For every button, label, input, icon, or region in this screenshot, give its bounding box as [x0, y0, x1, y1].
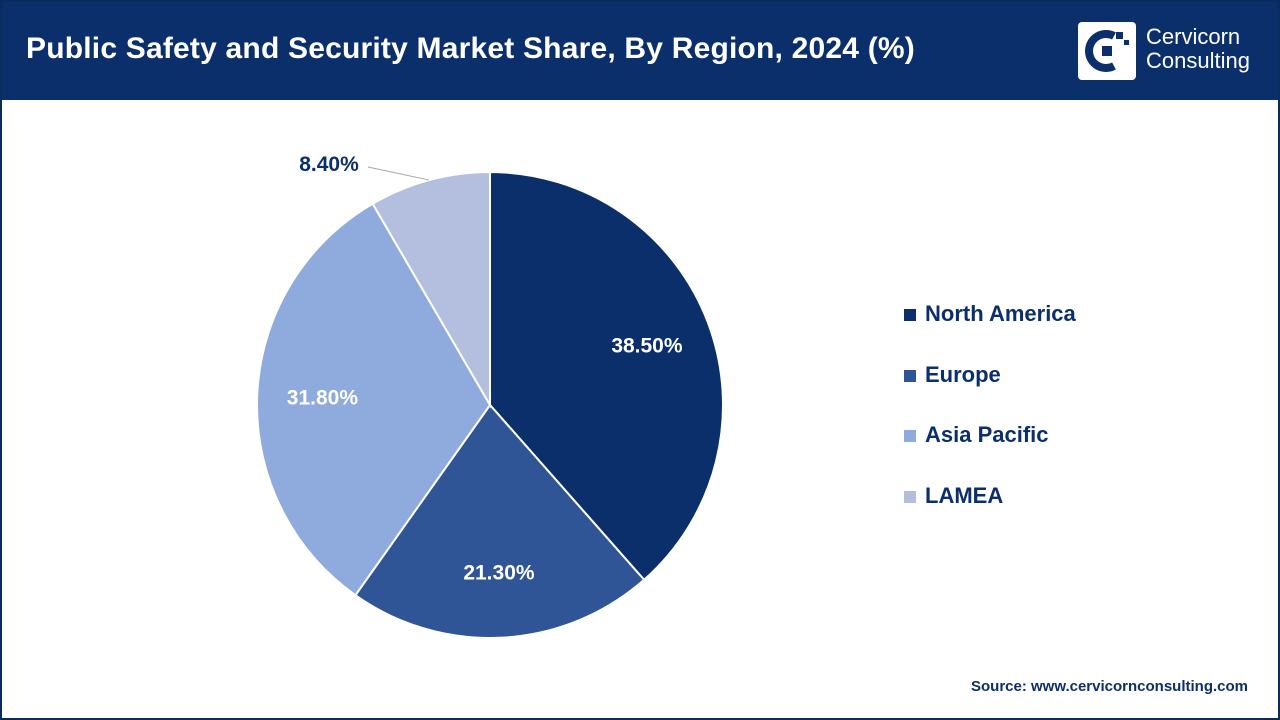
pie-slice-europe — [354, 403, 646, 639]
legend-label: North America — [925, 301, 1076, 326]
legend-swatch — [904, 430, 916, 442]
legend-label: LAMEA — [925, 482, 1004, 508]
brand-logo: Cervicorn Consulting — [1078, 20, 1258, 82]
data-label-north-america: 38.50% — [611, 335, 683, 358]
legend-label: Asia Pacific — [925, 422, 1049, 447]
header-bar: Public Safety and Security Market Share,… — [2, 2, 1278, 100]
pie-slice-asia-pacific — [256, 202, 492, 597]
legend-item-lamea: LAMEA — [904, 480, 1164, 541]
legend-item-north-america: North America — [904, 298, 1164, 359]
source-note: Source: www.cervicornconsulting.com — [970, 678, 1248, 695]
brand-line-2: Consulting — [1146, 48, 1250, 73]
label-leader-line — [367, 166, 430, 181]
legend-swatch — [904, 369, 916, 382]
legend-item-europe: Europe — [904, 359, 1164, 420]
chart-legend: North America Europe Asia Pacific LAMEA — [904, 298, 1164, 540]
chart-title: Public Safety and Security Market Share,… — [26, 32, 915, 65]
brand-name: Cervicorn Consulting — [1146, 25, 1250, 73]
legend-swatch — [904, 309, 916, 321]
legend-item-asia-pacific: Asia Pacific — [904, 419, 1164, 480]
pie-slice-lamea — [371, 170, 491, 409]
data-label-asia-pacific: 31.80% — [287, 387, 359, 410]
cervicorn-logo-icon — [1078, 22, 1136, 80]
legend-label: Europe — [925, 361, 1001, 387]
pie-slice-north-america — [489, 170, 724, 582]
brand-line-1: Cervicorn — [1146, 24, 1241, 49]
data-label-lamea: 8.40% — [299, 153, 359, 176]
data-label-europe: 21.30% — [463, 562, 535, 585]
legend-swatch — [904, 490, 916, 503]
